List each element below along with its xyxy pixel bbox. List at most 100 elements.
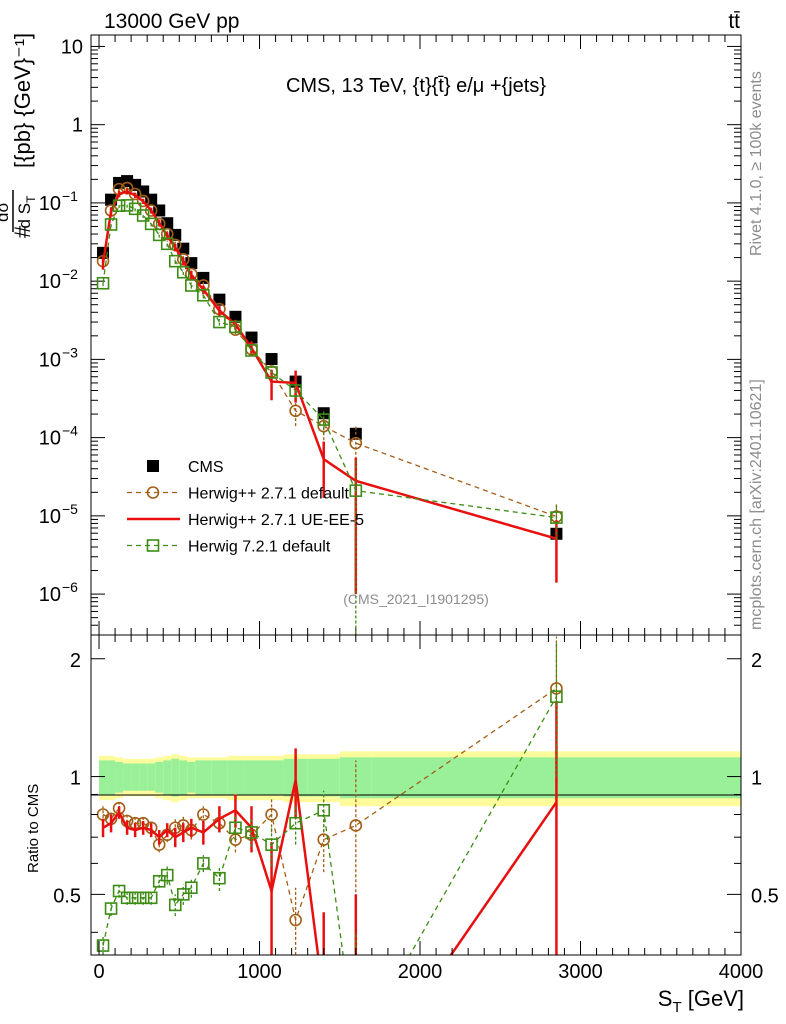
- legend-label: Herwig 7.2.1 default: [188, 539, 331, 556]
- ratio-point: [160, 868, 174, 882]
- ratio-point: [550, 690, 563, 703]
- legend-marker: [147, 460, 159, 472]
- ratio-point: [144, 891, 158, 905]
- ratio-y-tick-label-right: 2: [751, 650, 762, 672]
- ratio-point: [265, 838, 278, 851]
- ratio-y-tick-label-right: 0.5: [751, 885, 779, 907]
- ratio-point: [317, 803, 331, 817]
- y-tick-label: 10: [39, 349, 61, 371]
- y-tick-label: 1: [72, 115, 83, 137]
- inner-uncertainty-band: [227, 760, 244, 795]
- y-tick-label: 10: [39, 428, 61, 450]
- ratio-series-herwig-7-2-1-default: [96, 642, 563, 955]
- inner-uncertainty-band: [99, 760, 108, 795]
- ratio-point: [112, 884, 126, 898]
- y-tick-exponent: −6: [62, 579, 78, 595]
- legend-label: CMS: [188, 459, 224, 476]
- legend-item-herwig-2-7-1-ue-ee-5: Herwig++ 2.7.1 UE-EE-5: [127, 512, 364, 529]
- ratio-point: [197, 857, 210, 870]
- data-point: [245, 331, 258, 344]
- x-tick-label: 0: [93, 961, 104, 983]
- data-point: [136, 209, 150, 222]
- ratio-point: [104, 902, 118, 915]
- inner-uncertainty-band: [211, 760, 228, 795]
- ratio-point: [245, 826, 258, 839]
- analysis-id: (CMS_2021_I1901295): [343, 591, 489, 607]
- data-point: [289, 384, 302, 397]
- y-tick-label: 10: [39, 193, 61, 215]
- y-tick-label: 10: [61, 36, 83, 58]
- ratio-series-herwig-2-7-1-ue-ee-5: [101, 700, 558, 955]
- data-point: [349, 436, 363, 450]
- inner-uncertainty-band: [147, 763, 156, 791]
- data-point: [97, 246, 110, 259]
- ratio-point: [229, 821, 242, 835]
- y-tick-label: 10: [39, 271, 61, 293]
- x-tick-label: 4000: [719, 961, 764, 983]
- ratio-point: [213, 871, 226, 885]
- data-point: [144, 217, 158, 231]
- main-title: CMS, 13 TeV, {t}{t̄} e/μ +{jets}: [286, 75, 546, 97]
- data-point: [104, 218, 118, 231]
- process-label: 13000 GeV pp: [104, 10, 239, 33]
- x-tick-label: 2000: [398, 961, 443, 983]
- legend-marker: [146, 539, 160, 552]
- ratio-y-tick-label: 1: [70, 768, 81, 790]
- ratio-point: [265, 808, 278, 821]
- x-tick-label: 3000: [558, 961, 603, 983]
- channel-label: tt̄: [728, 10, 740, 33]
- legend-marker: [146, 486, 160, 499]
- inner-uncertainty-band: [171, 758, 180, 797]
- inner-uncertainty-band: [243, 760, 260, 795]
- ratio-line: [102, 696, 557, 955]
- ratio-point: [120, 891, 134, 905]
- ratio-point: [128, 891, 142, 905]
- y-axis-hash: #: [10, 225, 35, 238]
- legend-item-herwig-7-2-1-default: Herwig 7.2.1 default: [127, 539, 331, 556]
- y-tick-exponent: −2: [62, 266, 78, 282]
- svg-text:d ST: d ST: [15, 195, 38, 229]
- x-tick-label: 1000: [237, 961, 282, 983]
- source-label: mcplots.cern.ch [arXiv:2401.10621]: [748, 379, 765, 630]
- data-point: [152, 228, 166, 242]
- ratio-point: [185, 881, 198, 895]
- inner-uncertainty-band: [115, 761, 124, 793]
- data-point: [176, 265, 190, 279]
- ratio-point: [136, 891, 150, 905]
- inner-uncertainty-band: [131, 763, 140, 791]
- data-point: [265, 353, 278, 366]
- ratio-point: [349, 819, 363, 832]
- data-point: [136, 194, 150, 208]
- ratio-y-tick-label: 0.5: [53, 885, 81, 907]
- ratio-point: [289, 816, 302, 830]
- ratio-point: [168, 898, 182, 912]
- data-point: [112, 199, 126, 213]
- y-tick-label: 10: [39, 506, 61, 528]
- y-axis-unit: [{pb} {GeV}⁻¹]: [10, 33, 35, 168]
- series-herwig-7-2-1-default: [96, 199, 563, 635]
- legend-label: Herwig++ 2.7.1 default: [188, 486, 350, 503]
- inner-uncertainty-band: [259, 760, 284, 795]
- data-point: [245, 344, 258, 357]
- y-tick-exponent: −4: [62, 423, 78, 439]
- series-line: [102, 204, 557, 519]
- y-tick-exponent: −5: [62, 501, 78, 517]
- data-point: [213, 315, 226, 329]
- ratio-y-axis-title: Ratio to CMS: [25, 784, 42, 873]
- data-point: [349, 484, 363, 497]
- inner-uncertainty-band: [139, 763, 148, 791]
- y-tick-label: 10: [39, 584, 61, 606]
- data-point: [197, 288, 210, 302]
- legend-item-cms: CMS: [147, 459, 224, 476]
- inner-uncertainty-band: [307, 758, 340, 797]
- inner-uncertainty-band: [107, 760, 116, 795]
- inner-uncertainty-band: [179, 760, 188, 795]
- data-point: [550, 511, 563, 524]
- legend-label: Herwig++ 2.7.1 UE-EE-5: [188, 512, 364, 529]
- data-point: [96, 276, 110, 290]
- ratio-panel: 0.5 0.5 1 1 2 2 0 1000 2000 3000 4000 Ratio to CMS…: [25, 634, 779, 1016]
- y-axis-title: # dσ d ST [{pb} {GeV}⁻¹]: [0, 33, 38, 238]
- data-point: [317, 413, 331, 426]
- x-axis-title: ST [GeV]: [658, 986, 744, 1016]
